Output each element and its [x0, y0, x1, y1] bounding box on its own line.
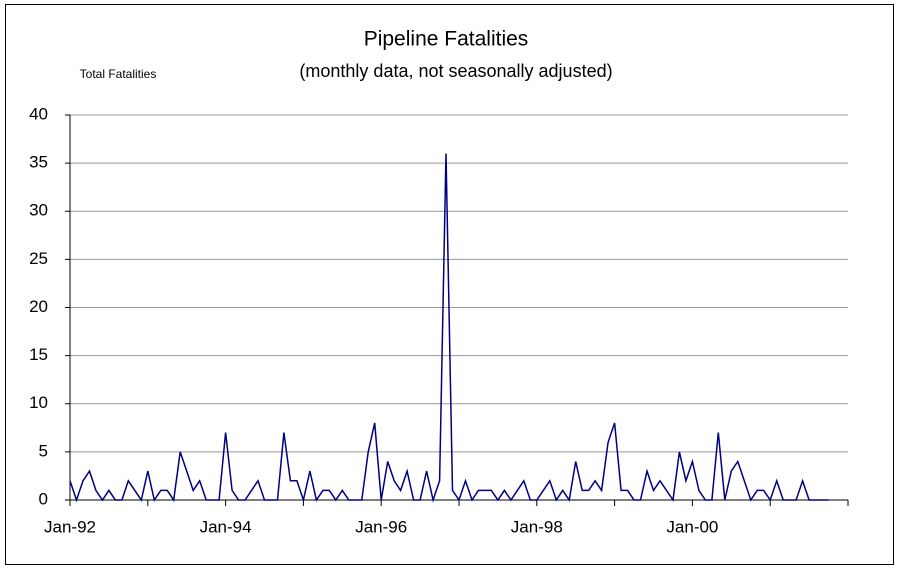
- y-tick-label: 5: [39, 441, 48, 460]
- y-tick-label: 25: [29, 249, 48, 268]
- x-tick-label: Jan-98: [511, 517, 563, 536]
- x-tick-label: Jan-92: [44, 517, 96, 536]
- x-tick-label: Jan-00: [666, 517, 718, 536]
- data-line: [69, 153, 829, 503]
- y-tick-label: 0: [39, 489, 48, 508]
- y-tick-label: 10: [29, 393, 48, 412]
- chart-border: [5, 4, 894, 565]
- y-tick-label: 35: [29, 153, 48, 172]
- x-tick-label: Jan-94: [200, 517, 252, 536]
- y-axis-label: Total Fatalities: [80, 67, 157, 81]
- y-tick-label: 20: [29, 297, 48, 316]
- x-tick-label: Jan-96: [355, 517, 407, 536]
- y-tick-label: 30: [29, 201, 48, 220]
- chart-title: Pipeline Fatalities: [364, 28, 529, 51]
- y-tick-label: 40: [29, 104, 48, 123]
- chart-subtitle: (monthly data, not seasonally adjusted): [299, 61, 612, 81]
- y-tick-label: 15: [29, 345, 48, 364]
